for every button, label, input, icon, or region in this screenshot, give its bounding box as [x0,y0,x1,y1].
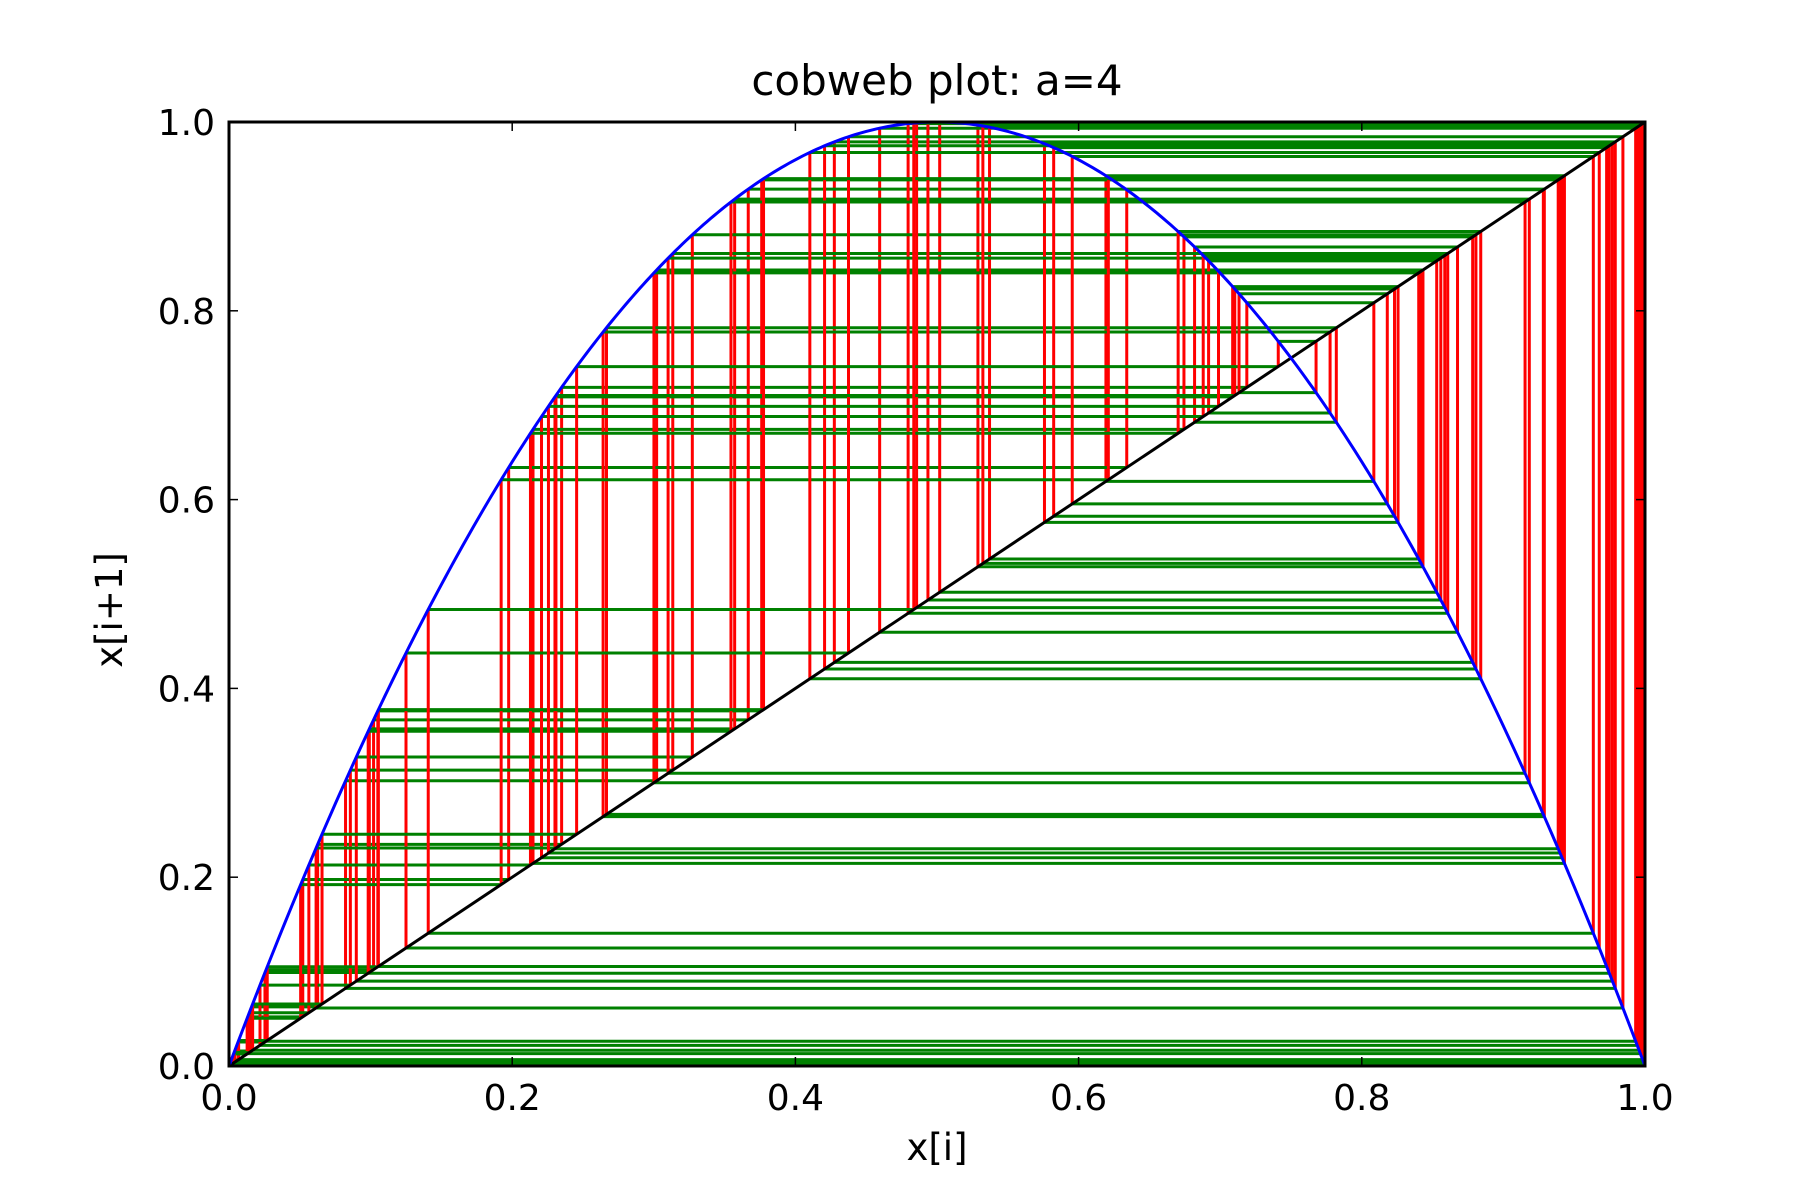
y-tick-label: 0.4 [158,669,215,710]
y-tick-label: 0.8 [158,292,215,333]
x-tick-label: 0.6 [1050,1078,1107,1119]
plot-frame [227,120,1647,1068]
identity-line [228,120,1646,1068]
y-tick-label: 0.6 [158,481,215,522]
x-tick-label: 0.8 [1333,1078,1390,1119]
axis-ticks: 0.0 0.2 0.4 0.6 0.8 1.0 0.0 0.2 0.4 0.6 0.8 1.0 [158,103,1674,1119]
cobweb-steps [227,120,1647,1068]
x-tick-label: 1.0 [1616,1078,1673,1119]
y-tick-label: 0.0 [158,1047,215,1088]
x-tick-label: 0.0 [200,1078,257,1119]
x-tick-label: 0.2 [484,1078,541,1119]
y-tick-label: 1.0 [158,103,215,144]
y-tick-label: 0.2 [158,858,215,899]
chart-title: cobweb plot: a=4 [751,56,1122,105]
x-axis-title: x[i] [906,1126,967,1169]
y-axis-title: x[i+1] [88,552,131,668]
x-tick-label: 0.4 [767,1078,824,1119]
